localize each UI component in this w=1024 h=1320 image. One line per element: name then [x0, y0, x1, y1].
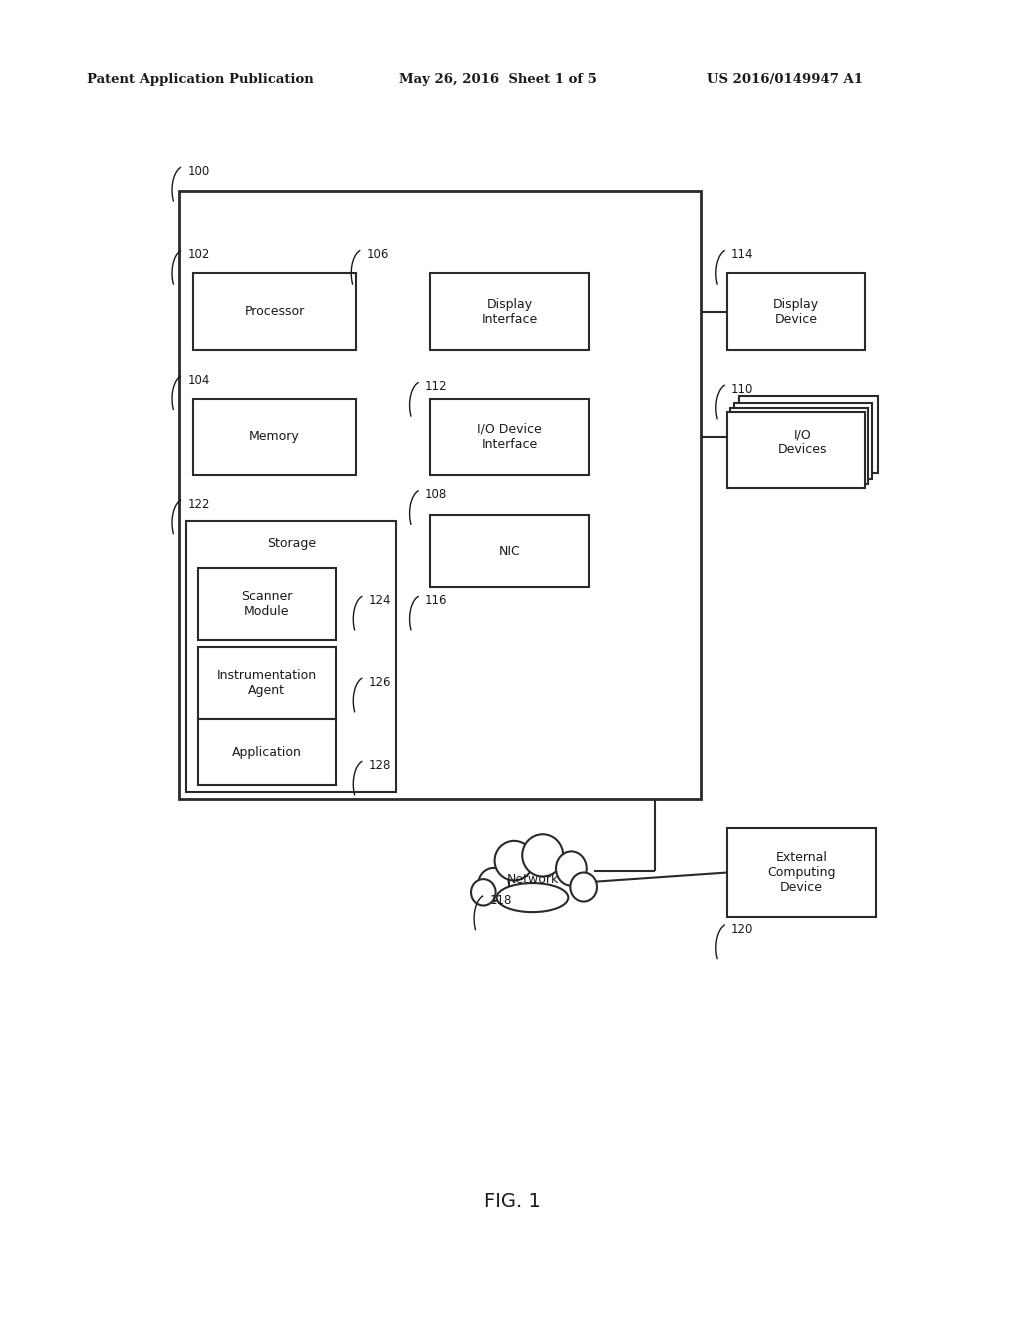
Text: 116: 116	[425, 594, 447, 607]
FancyBboxPatch shape	[179, 191, 701, 799]
FancyBboxPatch shape	[727, 273, 865, 350]
Text: 128: 128	[369, 759, 391, 772]
Text: Instrumentation
Agent: Instrumentation Agent	[217, 669, 316, 697]
Text: Scanner
Module: Scanner Module	[241, 590, 293, 618]
FancyBboxPatch shape	[198, 568, 336, 640]
Ellipse shape	[495, 841, 534, 880]
Text: Display
Device: Display Device	[773, 297, 819, 326]
FancyBboxPatch shape	[734, 403, 872, 479]
Text: US 2016/0149947 A1: US 2016/0149947 A1	[707, 73, 862, 86]
FancyBboxPatch shape	[198, 647, 336, 719]
Text: Memory: Memory	[249, 430, 300, 444]
FancyBboxPatch shape	[430, 515, 589, 587]
Ellipse shape	[471, 879, 496, 906]
FancyBboxPatch shape	[193, 273, 356, 350]
FancyBboxPatch shape	[186, 521, 396, 792]
FancyBboxPatch shape	[430, 273, 589, 350]
Text: FIG. 1: FIG. 1	[483, 1192, 541, 1210]
Text: 120: 120	[731, 923, 754, 936]
FancyBboxPatch shape	[430, 399, 589, 475]
FancyBboxPatch shape	[739, 396, 878, 473]
Text: 118: 118	[489, 894, 512, 907]
FancyBboxPatch shape	[730, 408, 868, 484]
Text: Display
Interface: Display Interface	[481, 297, 538, 326]
Ellipse shape	[478, 869, 509, 900]
FancyBboxPatch shape	[193, 399, 356, 475]
Text: 100: 100	[187, 165, 210, 178]
Ellipse shape	[522, 834, 563, 876]
Text: 122: 122	[187, 498, 210, 511]
Text: External
Computing
Device: External Computing Device	[767, 851, 836, 894]
Text: I/O
Devices: I/O Devices	[777, 428, 827, 457]
Text: Processor: Processor	[245, 305, 304, 318]
Text: 126: 126	[369, 676, 391, 689]
Text: NIC: NIC	[499, 545, 520, 557]
Ellipse shape	[556, 851, 587, 886]
Text: 106: 106	[367, 248, 389, 261]
Text: Patent Application Publication: Patent Application Publication	[87, 73, 313, 86]
Text: 112: 112	[425, 380, 447, 393]
Ellipse shape	[497, 883, 568, 912]
Text: 110: 110	[731, 383, 754, 396]
FancyBboxPatch shape	[198, 719, 336, 785]
Text: May 26, 2016  Sheet 1 of 5: May 26, 2016 Sheet 1 of 5	[399, 73, 597, 86]
Text: Network: Network	[506, 873, 559, 886]
Text: 124: 124	[369, 594, 391, 607]
Text: 114: 114	[731, 248, 754, 261]
Text: 104: 104	[187, 374, 210, 387]
Text: 108: 108	[425, 488, 447, 502]
Text: Application: Application	[231, 746, 302, 759]
Text: I/O Device
Interface: I/O Device Interface	[477, 422, 542, 451]
Ellipse shape	[570, 873, 597, 902]
Text: 102: 102	[187, 248, 210, 261]
Text: Storage: Storage	[267, 537, 315, 550]
FancyBboxPatch shape	[727, 412, 865, 488]
FancyBboxPatch shape	[727, 828, 876, 917]
